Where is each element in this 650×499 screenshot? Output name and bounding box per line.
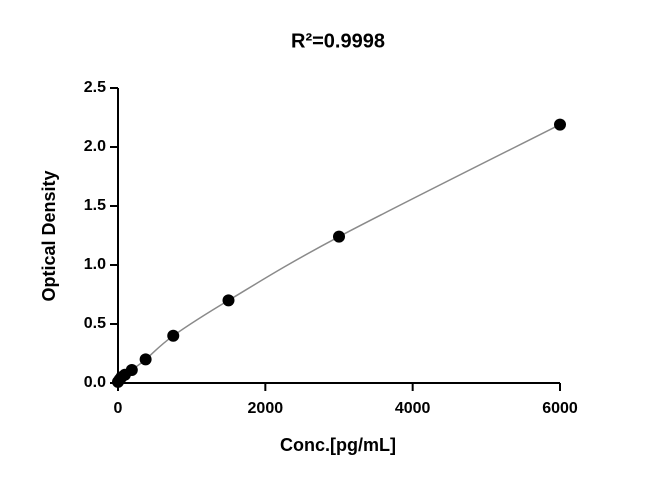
x-tick-label: 2000 xyxy=(248,400,284,417)
y-tick-label: 0.0 xyxy=(84,374,106,391)
y-axis-title: Optical Density xyxy=(39,170,59,301)
x-axis-title: Conc.[pg/mL] xyxy=(280,435,396,455)
data-point xyxy=(139,353,152,366)
y-tick-label: 2.5 xyxy=(84,79,106,96)
y-tick-label: 2.0 xyxy=(84,138,106,155)
y-tick-label: 1.0 xyxy=(84,256,106,273)
data-point xyxy=(554,118,566,131)
data-point xyxy=(333,230,345,243)
x-tick-label: 4000 xyxy=(395,400,431,417)
x-tick-label: 0 xyxy=(114,400,123,417)
data-point xyxy=(222,294,235,307)
y-tick-label: 0.5 xyxy=(84,315,106,332)
fit-curve xyxy=(117,123,561,383)
data-point xyxy=(125,364,138,377)
data-point xyxy=(167,329,180,342)
x-tick-label: 6000 xyxy=(542,400,578,417)
chart-title: R²=0.9998 xyxy=(291,30,385,52)
y-tick-label: 1.5 xyxy=(84,197,106,214)
